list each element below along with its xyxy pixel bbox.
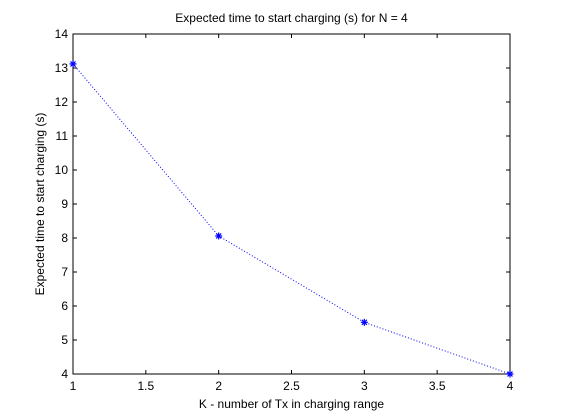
series-line bbox=[72, 63, 511, 375]
x-tick-label: 3.5 bbox=[429, 379, 446, 393]
y-tick-label: 4 bbox=[61, 367, 68, 381]
y-tick-label: 9 bbox=[61, 197, 68, 211]
data-point bbox=[215, 232, 223, 240]
y-tick-label: 10 bbox=[55, 163, 69, 177]
y-axis-label: Expected time to start charging (s) bbox=[33, 113, 47, 296]
y-tick-label: 7 bbox=[61, 265, 68, 279]
data-point bbox=[360, 318, 368, 326]
axis-ticks: 1 1.5 2 2.5 3 3.5 4 4 5 6 7 8 9 10 11 12 13 14 bbox=[55, 27, 514, 393]
x-tick-label: 2 bbox=[215, 379, 222, 393]
data-point bbox=[506, 370, 514, 378]
y-tick-label: 12 bbox=[55, 95, 69, 109]
x-tick-label: 2.5 bbox=[283, 379, 300, 393]
x-tick-label: 1.5 bbox=[137, 379, 154, 393]
y-tick-label: 6 bbox=[61, 299, 68, 313]
y-tick-label: 13 bbox=[55, 61, 69, 75]
x-axis-label: K - number of Tx in charging range bbox=[199, 397, 385, 411]
data-point bbox=[69, 60, 77, 68]
y-tick-label: 14 bbox=[55, 27, 69, 41]
plot-area bbox=[72, 33, 511, 375]
chart-title: Expected time to start charging (s) for … bbox=[175, 11, 408, 25]
y-tick-label: 8 bbox=[61, 231, 68, 245]
y-tick-label: 5 bbox=[61, 333, 68, 347]
x-tick-label: 3 bbox=[361, 379, 368, 393]
series-layer bbox=[69, 60, 514, 378]
x-tick-label: 1 bbox=[70, 379, 77, 393]
y-tick-label: 11 bbox=[56, 129, 69, 143]
x-tick-label: 4 bbox=[507, 379, 514, 393]
